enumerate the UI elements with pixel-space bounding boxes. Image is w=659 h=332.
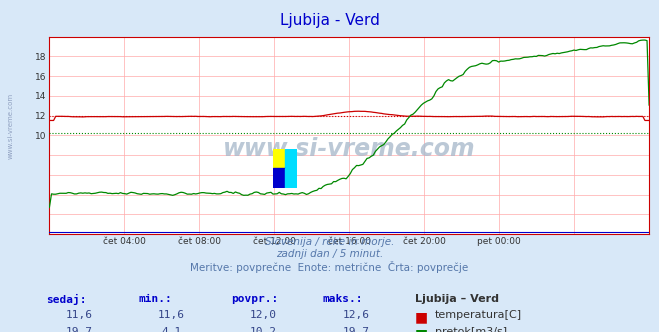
Text: 4,1: 4,1 [161, 327, 181, 332]
Bar [285, 169, 297, 188]
Text: 11,6: 11,6 [158, 310, 185, 320]
Text: Meritve: povprečne  Enote: metrične  Črta: povprečje: Meritve: povprečne Enote: metrične Črta:… [190, 261, 469, 273]
Text: Ljubija – Verd: Ljubija – Verd [415, 294, 499, 304]
Text: pretok[m3/s]: pretok[m3/s] [435, 327, 507, 332]
Text: 10,2: 10,2 [250, 327, 277, 332]
Bar [273, 169, 285, 188]
Text: 19,7: 19,7 [343, 327, 369, 332]
Text: sedaj:: sedaj: [46, 294, 86, 305]
Text: ■: ■ [415, 327, 428, 332]
Bar [273, 149, 285, 169]
Text: 12,0: 12,0 [250, 310, 277, 320]
Text: temperatura[C]: temperatura[C] [435, 310, 522, 320]
Text: zadnji dan / 5 minut.: zadnji dan / 5 minut. [276, 249, 383, 259]
Text: 11,6: 11,6 [66, 310, 92, 320]
Text: povpr.:: povpr.: [231, 294, 278, 304]
Text: www.si-vreme.com: www.si-vreme.com [8, 93, 14, 159]
Text: ■: ■ [415, 310, 428, 324]
Text: min.:: min.: [138, 294, 172, 304]
Text: 12,6: 12,6 [343, 310, 369, 320]
Text: maks.:: maks.: [323, 294, 363, 304]
Text: Slovenija / reke in morje.: Slovenija / reke in morje. [265, 237, 394, 247]
Text: Ljubija - Verd: Ljubija - Verd [279, 13, 380, 28]
Text: 19,7: 19,7 [66, 327, 92, 332]
Text: www.si-vreme.com: www.si-vreme.com [223, 137, 476, 161]
Bar [285, 149, 297, 169]
